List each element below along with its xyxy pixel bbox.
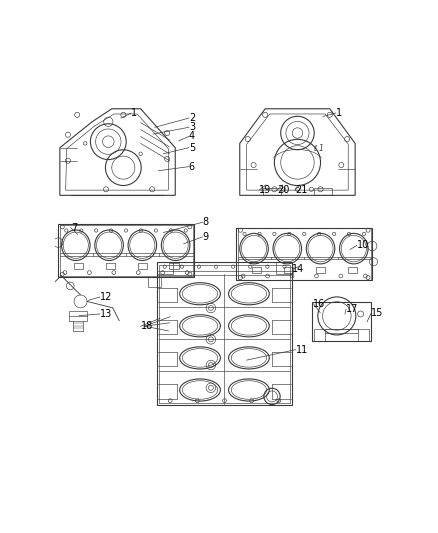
Bar [237, 228, 372, 280]
Bar [252, 266, 261, 273]
Bar [58, 224, 194, 277]
Text: 5: 5 [189, 143, 195, 152]
Text: 16: 16 [314, 299, 326, 309]
Bar [348, 266, 357, 273]
Text: 1: 1 [336, 108, 342, 118]
Text: 10: 10 [357, 240, 369, 251]
Bar [314, 329, 325, 341]
Bar [156, 262, 173, 274]
Bar [159, 264, 290, 403]
Bar [284, 266, 293, 273]
Bar [316, 266, 325, 273]
Text: 6: 6 [189, 161, 195, 172]
Text: 17: 17 [346, 304, 358, 314]
Text: 15: 15 [371, 308, 384, 318]
Text: 18: 18 [141, 321, 153, 331]
Text: 11: 11 [296, 345, 308, 354]
Text: 3: 3 [189, 122, 195, 132]
Text: 21: 21 [295, 185, 307, 195]
Bar [69, 311, 87, 321]
Text: 14: 14 [293, 264, 304, 274]
Bar [60, 225, 193, 276]
Text: 8: 8 [202, 217, 208, 227]
Text: 2: 2 [189, 113, 195, 123]
Bar [106, 263, 115, 270]
Bar [170, 263, 179, 270]
Bar [148, 277, 161, 287]
Text: 19: 19 [259, 185, 272, 195]
Bar [74, 263, 83, 270]
Text: 20: 20 [277, 185, 290, 195]
Text: 7: 7 [71, 223, 77, 233]
Bar [358, 329, 369, 341]
Bar [276, 262, 293, 274]
Bar [263, 188, 281, 195]
Text: 12: 12 [100, 292, 112, 302]
Text: 4: 4 [189, 132, 195, 141]
Bar [156, 262, 292, 405]
Bar [138, 263, 147, 270]
Bar [314, 188, 332, 195]
Text: 9: 9 [202, 232, 208, 242]
Bar [238, 228, 371, 280]
Text: 1: 1 [131, 108, 137, 118]
Text: $\ell$ 1: $\ell$ 1 [313, 142, 324, 153]
Text: 13: 13 [100, 309, 112, 319]
Bar [312, 302, 371, 341]
